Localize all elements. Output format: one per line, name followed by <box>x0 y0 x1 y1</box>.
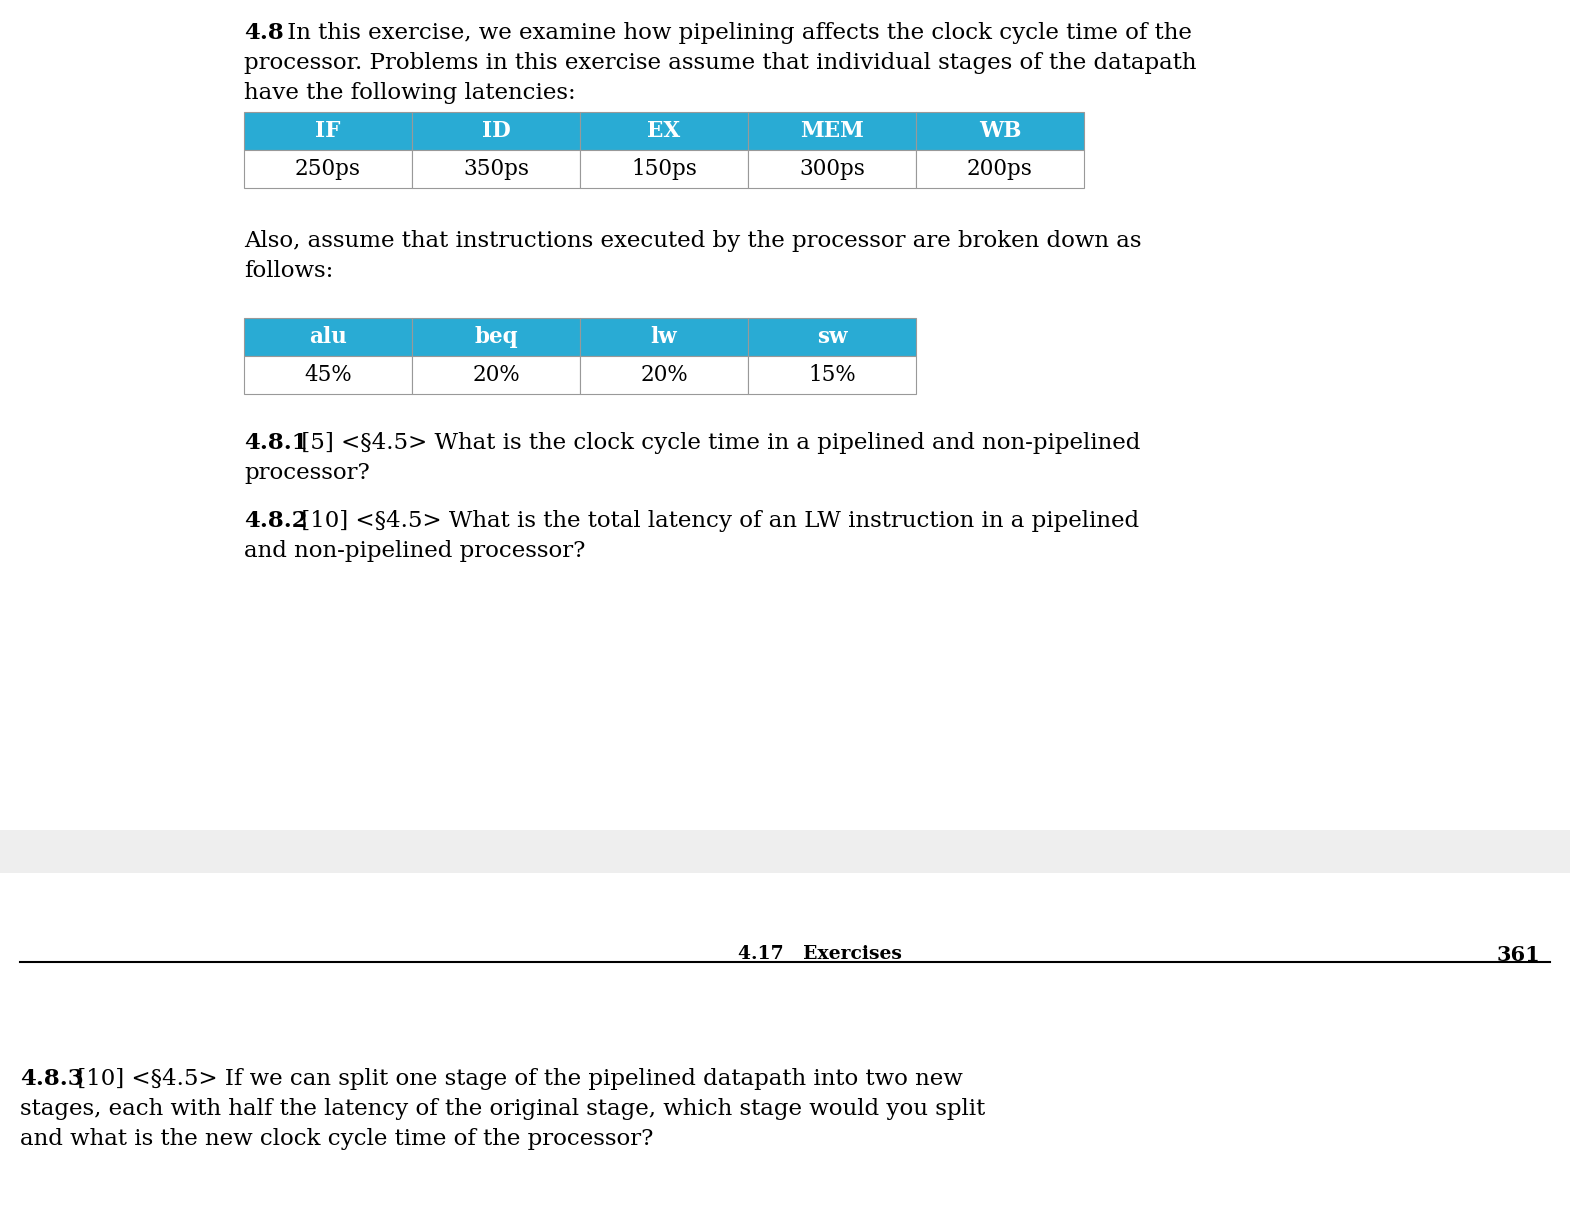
Text: have the following latencies:: have the following latencies: <box>243 82 576 104</box>
Bar <box>747 318 915 356</box>
Text: 350ps: 350ps <box>463 158 529 181</box>
Bar <box>579 356 747 394</box>
Text: EX: EX <box>647 120 681 142</box>
Text: beq: beq <box>474 325 518 348</box>
Bar <box>243 112 411 150</box>
Text: ID: ID <box>482 120 510 142</box>
Bar <box>0 830 1570 873</box>
Bar <box>915 150 1083 188</box>
Bar <box>411 318 579 356</box>
Text: 250ps: 250ps <box>295 158 361 181</box>
Text: 300ps: 300ps <box>799 158 865 181</box>
Text: 45%: 45% <box>305 363 352 386</box>
Text: WB: WB <box>978 120 1020 142</box>
Text: 4.8.3: 4.8.3 <box>20 1068 83 1090</box>
Text: 200ps: 200ps <box>967 158 1033 181</box>
Bar <box>243 356 411 394</box>
Bar <box>747 356 915 394</box>
Text: [5] <§4.5> What is the clock cycle time in a pipelined and non-pipelined: [5] <§4.5> What is the clock cycle time … <box>294 432 1140 454</box>
Text: sw: sw <box>816 325 848 348</box>
Text: lw: lw <box>650 325 677 348</box>
Bar <box>579 112 747 150</box>
Text: follows:: follows: <box>243 260 333 282</box>
Text: processor. Problems in this exercise assume that individual stages of the datapa: processor. Problems in this exercise ass… <box>243 52 1196 74</box>
Text: [10] <§4.5> If we can split one stage of the pipelined datapath into two new: [10] <§4.5> If we can split one stage of… <box>71 1068 962 1090</box>
Bar <box>243 318 411 356</box>
Text: 361: 361 <box>1496 946 1540 965</box>
Text: 4.17   Exercises: 4.17 Exercises <box>738 946 901 963</box>
Bar <box>243 150 411 188</box>
Bar <box>411 356 579 394</box>
Text: 4.8.2: 4.8.2 <box>243 510 308 532</box>
Text: In this exercise, we examine how pipelining affects the clock cycle time of the: In this exercise, we examine how pipelin… <box>279 22 1192 44</box>
Text: MEM: MEM <box>801 120 864 142</box>
Text: 150ps: 150ps <box>631 158 697 181</box>
Text: alu: alu <box>309 325 347 348</box>
Bar <box>579 150 747 188</box>
Text: 20%: 20% <box>641 363 688 386</box>
Text: [10] <§4.5> What is the total latency of an LW instruction in a pipelined: [10] <§4.5> What is the total latency of… <box>294 510 1140 532</box>
Text: 20%: 20% <box>473 363 520 386</box>
Text: and non-pipelined processor?: and non-pipelined processor? <box>243 540 586 562</box>
Text: IF: IF <box>316 120 341 142</box>
Bar <box>579 318 747 356</box>
Text: processor?: processor? <box>243 462 371 484</box>
Bar <box>747 112 915 150</box>
Text: 4.8.1: 4.8.1 <box>243 432 308 454</box>
Bar <box>915 112 1083 150</box>
Text: 4.8: 4.8 <box>243 22 284 44</box>
Text: stages, each with half the latency of the original stage, which stage would you : stages, each with half the latency of th… <box>20 1098 986 1120</box>
Text: and what is the new clock cycle time of the processor?: and what is the new clock cycle time of … <box>20 1129 653 1149</box>
Text: 15%: 15% <box>809 363 856 386</box>
Bar <box>747 150 915 188</box>
Text: Also, assume that instructions executed by the processor are broken down as: Also, assume that instructions executed … <box>243 230 1141 252</box>
Bar <box>411 112 579 150</box>
Bar <box>411 150 579 188</box>
